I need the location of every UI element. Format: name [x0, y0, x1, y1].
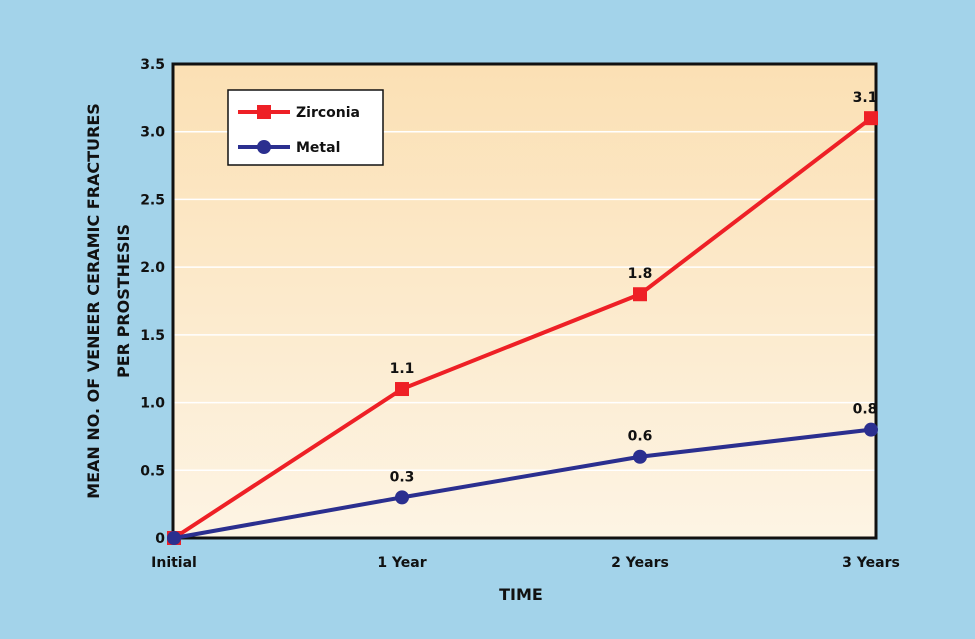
data-label-metal: 0.3: [390, 469, 415, 485]
y-tick-label: 1.5: [140, 328, 165, 344]
y-axis-title-line-2: PER PROSTHESIS: [114, 224, 133, 378]
x-tick-label: 2 Years: [611, 555, 669, 571]
y-tick-label: 3.5: [140, 57, 165, 73]
series: [167, 111, 878, 545]
plot-border: [171, 62, 878, 540]
series-line-zirconia: [172, 116, 873, 540]
legend-zirconia-marker: [257, 105, 271, 119]
data-label-metal: 0.6: [628, 429, 653, 445]
legend-box: [227, 89, 384, 166]
data-point-zirconia: [864, 111, 878, 126]
x-axis-title: TIME: [499, 585, 543, 604]
data-point-metal: [395, 490, 409, 505]
legend: Zirconia Metal: [227, 89, 384, 166]
data-point-zirconia: [633, 287, 647, 302]
data-label-zirconia: 1.1: [390, 361, 415, 377]
data-point-metal: [633, 449, 647, 464]
data-point-metal: [864, 422, 878, 437]
y-axis-ticks: 0 0.5 1.0 1.5 2.0 2.5 3.0 3.5: [140, 57, 165, 547]
x-tick-label: Initial: [151, 555, 197, 571]
y-tick-label: 2.5: [140, 192, 165, 208]
y-tick-label: 3.0: [140, 125, 165, 141]
data-label-metal: 0.8: [853, 402, 878, 418]
data-label-zirconia: 3.1: [853, 90, 878, 106]
data-labels: 1.1 1.8 3.1 0.3 0.6 0.8: [390, 90, 878, 485]
series-line-metal: [173, 427, 872, 540]
y-axis-title: MEAN NO. OF VENEER CERAMIC FRACTURES PER…: [84, 103, 133, 499]
y-tick-label: 1.0: [140, 396, 165, 412]
data-point-metal: [167, 531, 181, 545]
grid-lines: [173, 130, 876, 472]
y-tick-label: 0.5: [140, 463, 165, 479]
y-tick-label: 2.0: [140, 260, 165, 276]
data-label-zirconia: 1.8: [628, 266, 653, 282]
x-axis-ticks: Initial 1 Year 2 Years 3 Years: [151, 555, 900, 571]
data-point-zirconia: [395, 382, 409, 397]
legend-metal-label: Metal: [296, 140, 340, 156]
x-tick-label: 3 Years: [842, 555, 900, 571]
legend-zirconia-label: Zirconia: [296, 105, 360, 121]
y-axis-title-line-1: MEAN NO. OF VENEER CERAMIC FRACTURES: [84, 103, 103, 499]
x-tick-label: 1 Year: [377, 555, 426, 571]
legend-metal-marker: [257, 140, 271, 154]
y-tick-label: 0: [155, 531, 165, 547]
